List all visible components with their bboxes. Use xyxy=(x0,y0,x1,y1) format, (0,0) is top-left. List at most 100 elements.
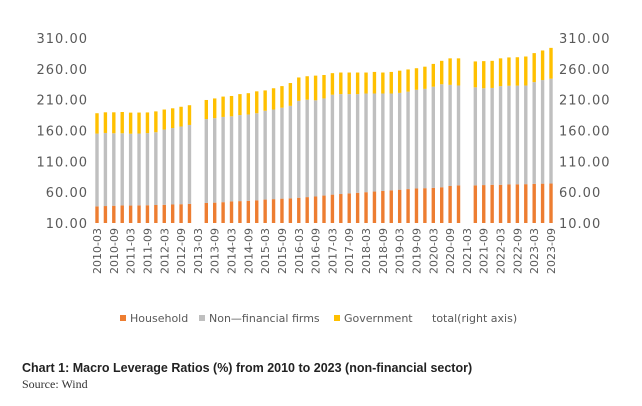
x-tick-label: 2019-09 xyxy=(410,228,423,274)
bar-government-2019-03 xyxy=(397,70,402,93)
bar-household-2018-09 xyxy=(381,190,385,223)
x-tick-label: 2016-09 xyxy=(310,228,323,274)
y-left-tick-label: 160.00 xyxy=(37,125,89,140)
bar-household-2021-09 xyxy=(482,185,486,223)
bar-household-2022-03 xyxy=(498,184,503,223)
chart-caption: Chart 1: Macro Leverage Ratios (%) from … xyxy=(22,361,473,375)
bar-nonfinancial-2010-06 xyxy=(103,132,108,207)
bar-nonfinancial-2017-09 xyxy=(347,94,351,194)
bar-nonfinancial-2020-06 xyxy=(440,84,444,188)
bar-government-2020-09 xyxy=(448,58,452,85)
x-tick-label: 2021-03 xyxy=(461,228,474,274)
bar-government-2019-09 xyxy=(414,68,419,90)
bar-household-2018-12 xyxy=(389,190,393,223)
bar-government-2011-12 xyxy=(154,111,158,133)
bar-household-2017-06 xyxy=(339,194,343,223)
y-left-tick-label: 110.00 xyxy=(37,155,89,170)
bar-government-2019-12 xyxy=(423,66,427,89)
x-tick-label: 2010-09 xyxy=(108,228,121,274)
bar-nonfinancial-2020-12 xyxy=(456,85,461,186)
bar-nonfinancial-2018-12 xyxy=(389,93,393,191)
bar-household-2010-12 xyxy=(120,205,124,223)
bar-nonfinancial-2021-12 xyxy=(490,87,494,185)
y-left-tick-label: 10.00 xyxy=(46,217,88,232)
bar-nonfinancial-2021-06 xyxy=(473,87,478,186)
bar-government-2012-06 xyxy=(170,108,175,129)
legend-government-label: Government xyxy=(344,312,413,325)
bar-nonfinancial-2022-12 xyxy=(524,85,528,185)
x-tick-label: 2014-03 xyxy=(226,228,239,274)
x-tick-label: 2018-03 xyxy=(360,228,373,274)
bar-household-2011-06 xyxy=(137,205,141,223)
bar-government-2016-03 xyxy=(297,77,301,101)
legend-household-label: Household xyxy=(130,312,188,325)
bar-government-2017-12 xyxy=(355,72,360,95)
bar-nonfinancial-2011-12 xyxy=(154,132,158,205)
bar-nonfinancial-2019-03 xyxy=(397,92,402,190)
bar-nonfinancial-2020-09 xyxy=(448,84,452,186)
bar-household-2022-09 xyxy=(515,184,520,223)
bar-household-2023-06 xyxy=(540,183,545,223)
bar-nonfinancial-2012-03 xyxy=(162,129,166,205)
legend-nonfinancial-swatch xyxy=(199,315,205,321)
legend: Household Non—financial firms Government to… xyxy=(120,312,517,325)
x-tick-label: 2011-03 xyxy=(125,228,138,274)
bar-household-2013-12 xyxy=(221,202,225,223)
x-tick-label: 2022-09 xyxy=(511,228,524,274)
bar-nonfinancial-2018-09 xyxy=(381,93,385,191)
bar-government-2010-09 xyxy=(112,112,116,134)
bar-household-2010-03 xyxy=(95,206,99,223)
bar-nonfinancial-2014-03 xyxy=(229,116,234,202)
bar-household-2011-09 xyxy=(145,205,150,223)
bar-government-2021-06 xyxy=(473,61,478,88)
bar-government-2012-03 xyxy=(162,109,166,130)
x-tick-label: 2016-03 xyxy=(293,228,306,274)
bar-government-2023-03 xyxy=(532,53,536,83)
bars-layer xyxy=(95,47,553,223)
y-right-tick-label: 160.00 xyxy=(559,125,611,140)
bar-household-2014-12 xyxy=(255,200,259,223)
bar-nonfinancial-2023-03 xyxy=(532,82,536,184)
bar-nonfinancial-2016-06 xyxy=(305,99,309,198)
bar-government-2017-03 xyxy=(330,73,335,95)
bar-government-2017-09 xyxy=(347,72,351,95)
bar-household-2020-03 xyxy=(431,187,435,223)
bar-nonfinancial-2010-12 xyxy=(120,133,124,206)
bar-nonfinancial-2019-12 xyxy=(423,88,427,189)
x-tick-label: 2023-03 xyxy=(528,228,541,274)
bar-household-2011-12 xyxy=(154,204,158,223)
y-left-tick-label: 310.00 xyxy=(37,32,89,47)
bar-household-2015-12 xyxy=(288,198,293,223)
bar-household-2016-03 xyxy=(297,197,301,223)
bar-government-2018-03 xyxy=(364,72,368,94)
bar-household-2012-12 xyxy=(187,203,192,223)
x-tick-label: 2018-09 xyxy=(377,228,390,274)
bar-nonfinancial-2016-03 xyxy=(297,100,301,198)
bar-government-2018-06 xyxy=(372,71,377,94)
bar-household-2018-06 xyxy=(372,191,377,223)
bar-government-2015-09 xyxy=(280,86,284,108)
y-right-tick-label: 210.00 xyxy=(559,94,611,109)
bar-government-2014-06 xyxy=(238,94,242,116)
bar-nonfinancial-2016-09 xyxy=(313,100,318,197)
bar-household-2017-09 xyxy=(347,193,351,223)
x-tick-label: 2012-03 xyxy=(158,228,171,274)
y-right-tick-label: 10.00 xyxy=(559,217,601,232)
bar-nonfinancial-2018-03 xyxy=(364,93,368,193)
bar-nonfinancial-2012-09 xyxy=(179,126,183,205)
y-right-tick-label: 260.00 xyxy=(559,63,611,78)
bar-nonfinancial-2013-12 xyxy=(221,116,225,203)
bar-government-2012-09 xyxy=(179,106,183,127)
bar-government-2013-06 xyxy=(204,99,208,120)
bar-government-2010-06 xyxy=(103,112,108,133)
bar-household-2019-12 xyxy=(423,188,427,223)
bar-nonfinancial-2018-06 xyxy=(372,93,377,192)
bar-household-2014-09 xyxy=(246,200,251,223)
bar-household-2013-06 xyxy=(204,202,208,223)
x-tick-label: 2011-09 xyxy=(141,228,154,274)
bar-government-2012-12 xyxy=(187,105,192,125)
bar-nonfinancial-2022-06 xyxy=(507,85,511,185)
bar-nonfinancial-2011-03 xyxy=(128,133,133,206)
bar-household-2022-06 xyxy=(507,184,511,223)
